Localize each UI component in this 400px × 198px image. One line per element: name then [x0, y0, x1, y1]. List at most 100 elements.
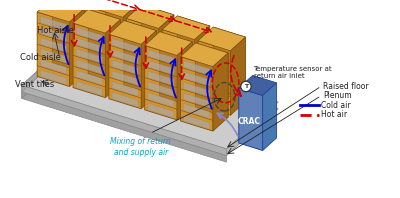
Polygon shape [58, 0, 84, 15]
Polygon shape [37, 0, 85, 22]
Polygon shape [141, 31, 156, 109]
Polygon shape [112, 60, 138, 75]
Text: Cold air: Cold air [321, 101, 351, 109]
Polygon shape [76, 60, 102, 74]
Text: Hot aisle: Hot aisle [37, 26, 74, 35]
Polygon shape [22, 92, 226, 162]
Polygon shape [166, 45, 191, 59]
Polygon shape [166, 34, 191, 49]
Polygon shape [145, 45, 177, 120]
Polygon shape [184, 104, 210, 118]
Polygon shape [112, 92, 138, 107]
Polygon shape [40, 70, 66, 85]
Polygon shape [112, 38, 138, 53]
Text: Hot air: Hot air [321, 110, 348, 119]
Polygon shape [40, 49, 66, 63]
Polygon shape [166, 77, 191, 91]
Polygon shape [94, 11, 120, 26]
Polygon shape [58, 22, 84, 36]
Polygon shape [162, 30, 195, 104]
Polygon shape [201, 88, 227, 103]
Polygon shape [239, 88, 263, 150]
Polygon shape [112, 81, 138, 96]
Polygon shape [40, 38, 66, 52]
Polygon shape [126, 18, 159, 93]
Polygon shape [76, 49, 102, 64]
Polygon shape [148, 103, 174, 118]
Polygon shape [94, 33, 120, 48]
Polygon shape [94, 65, 120, 80]
Text: Cold aisle: Cold aisle [20, 53, 61, 62]
Polygon shape [40, 59, 66, 74]
Polygon shape [76, 70, 102, 85]
Polygon shape [94, 44, 120, 58]
Polygon shape [76, 81, 102, 96]
Polygon shape [130, 44, 156, 59]
Polygon shape [184, 114, 210, 129]
Polygon shape [239, 75, 277, 95]
Polygon shape [148, 60, 174, 75]
Polygon shape [22, 45, 74, 98]
Polygon shape [184, 82, 210, 97]
Polygon shape [22, 45, 278, 155]
Polygon shape [201, 45, 227, 60]
Polygon shape [166, 55, 191, 70]
Polygon shape [195, 26, 210, 104]
Polygon shape [70, 8, 85, 87]
Text: Plenum: Plenum [323, 91, 352, 100]
Polygon shape [162, 16, 210, 40]
Polygon shape [58, 32, 84, 47]
Polygon shape [148, 93, 174, 107]
Polygon shape [22, 85, 226, 155]
Polygon shape [198, 41, 230, 115]
Polygon shape [55, 0, 87, 71]
Polygon shape [112, 71, 138, 85]
Polygon shape [160, 32, 192, 106]
Polygon shape [130, 55, 156, 69]
Polygon shape [230, 37, 246, 115]
Text: T: T [244, 84, 248, 89]
Polygon shape [213, 27, 246, 102]
Polygon shape [213, 53, 228, 131]
Polygon shape [201, 66, 227, 81]
Polygon shape [37, 12, 70, 87]
Polygon shape [94, 22, 120, 37]
Polygon shape [130, 76, 156, 91]
Polygon shape [90, 7, 123, 82]
Polygon shape [148, 50, 174, 64]
Polygon shape [166, 88, 191, 102]
Polygon shape [184, 61, 210, 75]
Polygon shape [94, 54, 120, 69]
Polygon shape [198, 27, 246, 51]
Text: Mixing of return
and supply air: Mixing of return and supply air [110, 137, 171, 157]
Polygon shape [184, 93, 210, 108]
Polygon shape [58, 43, 84, 58]
Polygon shape [145, 32, 192, 55]
Text: Temperature sensor at
return air inlet: Temperature sensor at return air inlet [254, 66, 332, 79]
Polygon shape [123, 4, 138, 82]
Circle shape [241, 81, 251, 92]
Text: Vent tiles: Vent tiles [15, 80, 54, 89]
Polygon shape [201, 99, 227, 113]
Polygon shape [58, 54, 84, 69]
Polygon shape [130, 23, 156, 37]
Polygon shape [109, 34, 141, 109]
Polygon shape [166, 66, 191, 81]
Polygon shape [196, 43, 228, 117]
Polygon shape [40, 16, 66, 31]
Polygon shape [201, 77, 227, 92]
Polygon shape [88, 10, 120, 84]
Polygon shape [142, 5, 174, 79]
Polygon shape [55, 0, 102, 6]
Polygon shape [177, 42, 192, 120]
Polygon shape [112, 49, 138, 64]
Polygon shape [159, 15, 174, 93]
Polygon shape [184, 71, 210, 86]
Polygon shape [126, 5, 174, 29]
Polygon shape [148, 82, 174, 96]
Polygon shape [90, 0, 138, 17]
Polygon shape [130, 66, 156, 80]
Polygon shape [130, 33, 156, 48]
Polygon shape [180, 43, 228, 67]
Polygon shape [106, 19, 120, 98]
